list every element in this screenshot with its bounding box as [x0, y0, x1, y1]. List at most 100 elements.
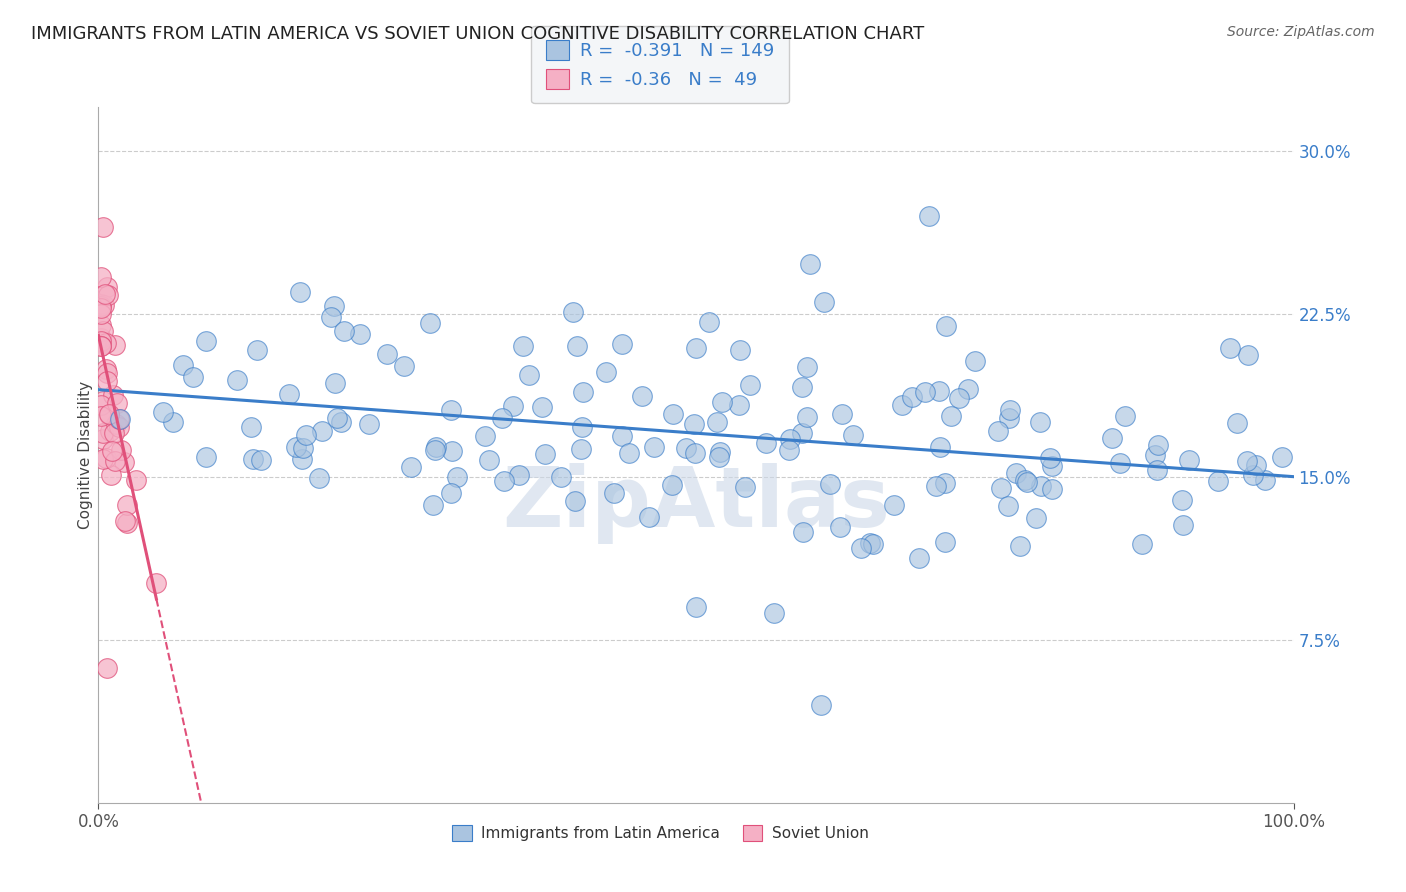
Point — [697, 315, 720, 329]
Point — [101, 443, 124, 458]
Point — [948, 391, 970, 405]
Point — [1146, 463, 1168, 477]
Point — [830, 520, 852, 534]
Point — [571, 419, 593, 434]
Point — [107, 420, 129, 434]
Point — [891, 398, 914, 412]
Point — [859, 536, 882, 550]
Point — [675, 441, 697, 455]
Point — [392, 359, 415, 373]
Point — [110, 442, 132, 457]
Point — [96, 661, 118, 675]
Point — [685, 600, 707, 615]
Point — [1005, 466, 1028, 480]
Point — [96, 366, 118, 380]
Point — [172, 358, 194, 372]
Point — [1206, 474, 1229, 488]
Point — [291, 452, 314, 467]
Point — [998, 403, 1021, 417]
Point — [799, 257, 821, 271]
Point — [423, 443, 446, 458]
Point — [728, 343, 751, 357]
Point — [104, 417, 127, 431]
Point — [990, 481, 1012, 495]
Text: ZipAtlas: ZipAtlas — [502, 463, 890, 544]
Point — [987, 424, 1010, 438]
Point — [152, 405, 174, 419]
Point — [813, 295, 835, 310]
Point — [440, 402, 463, 417]
Point — [1029, 478, 1052, 492]
Point — [1130, 536, 1153, 550]
Point — [533, 447, 555, 461]
Point — [323, 299, 346, 313]
Point — [617, 445, 640, 459]
Point — [842, 428, 865, 442]
Point — [91, 219, 114, 234]
Point — [492, 474, 515, 488]
Point — [685, 342, 707, 356]
Point — [792, 524, 814, 539]
Point — [550, 469, 572, 483]
Point — [90, 307, 112, 321]
Point — [638, 510, 661, 524]
Point — [90, 334, 112, 348]
Point — [1108, 456, 1130, 470]
Point — [90, 318, 112, 332]
Point — [294, 428, 316, 442]
Point — [908, 551, 931, 566]
Point — [311, 424, 333, 438]
Point — [195, 450, 218, 464]
Point — [928, 440, 950, 454]
Point — [564, 494, 586, 508]
Text: IMMIGRANTS FROM LATIN AMERICA VS SOVIET UNION COGNITIVE DISABILITY CORRELATION C: IMMIGRANTS FROM LATIN AMERICA VS SOVIET … — [31, 25, 924, 43]
Point — [98, 424, 121, 438]
Point — [446, 470, 468, 484]
Point — [91, 452, 114, 467]
Point — [422, 498, 444, 512]
Point — [94, 362, 117, 376]
Point — [90, 296, 112, 310]
Y-axis label: Cognitive Disability: Cognitive Disability — [77, 381, 93, 529]
Point — [112, 455, 135, 469]
Point — [957, 382, 980, 396]
Point — [115, 498, 138, 512]
Point — [1254, 474, 1277, 488]
Point — [94, 335, 117, 350]
Point — [862, 537, 884, 551]
Point — [478, 452, 501, 467]
Point — [145, 576, 167, 591]
Point — [1226, 416, 1249, 430]
Point — [104, 454, 127, 468]
Point — [195, 334, 218, 349]
Point — [90, 409, 112, 423]
Point — [90, 299, 112, 313]
Point — [1015, 475, 1038, 489]
Point — [818, 476, 841, 491]
Point — [1040, 482, 1063, 496]
Point — [934, 535, 956, 549]
Point — [997, 499, 1019, 513]
Point — [333, 324, 356, 338]
Point — [711, 395, 734, 409]
Point — [285, 440, 308, 454]
Point — [569, 442, 592, 456]
Point — [928, 384, 950, 398]
Point — [246, 343, 269, 357]
Point — [94, 286, 117, 301]
Point — [914, 384, 936, 399]
Point — [643, 440, 665, 454]
Point — [1171, 518, 1194, 533]
Point — [323, 376, 346, 390]
Point — [963, 354, 986, 368]
Point — [1219, 342, 1241, 356]
Point — [108, 411, 131, 425]
Point — [250, 453, 273, 467]
Point — [491, 410, 513, 425]
Point — [96, 451, 118, 466]
Point — [502, 399, 524, 413]
Point — [900, 391, 922, 405]
Point — [796, 359, 818, 374]
Point — [1178, 453, 1201, 467]
Point — [531, 401, 554, 415]
